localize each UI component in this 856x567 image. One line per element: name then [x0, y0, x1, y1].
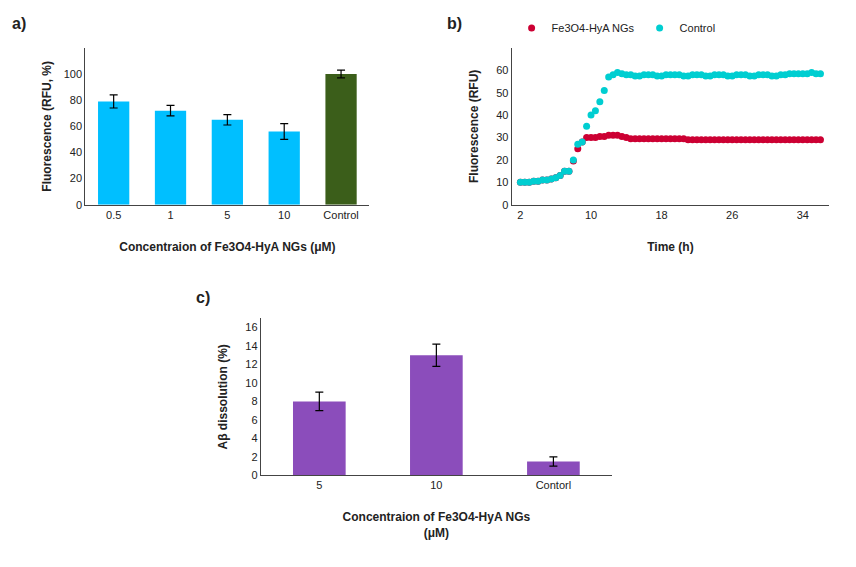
svg-text:8: 8 [251, 395, 257, 407]
svg-text:Control: Control [323, 209, 358, 221]
svg-text:Time (h): Time (h) [647, 240, 693, 254]
svg-text:b): b) [447, 15, 462, 32]
svg-text:40: 40 [70, 146, 82, 158]
svg-text:30: 30 [496, 131, 508, 143]
svg-text:c): c) [196, 289, 210, 306]
svg-text:2: 2 [517, 209, 523, 221]
svg-text:50: 50 [496, 87, 508, 99]
svg-text:40: 40 [496, 109, 508, 121]
svg-text:18: 18 [655, 209, 667, 221]
svg-text:20: 20 [70, 172, 82, 184]
svg-text:a): a) [12, 15, 26, 32]
svg-text:10: 10 [278, 209, 290, 221]
svg-text:1: 1 [167, 209, 173, 221]
svg-text:Fluorescence (RFU, %): Fluorescence (RFU, %) [40, 61, 54, 192]
svg-text:0: 0 [251, 469, 257, 481]
svg-text:10: 10 [585, 209, 597, 221]
svg-text:12: 12 [245, 358, 257, 370]
svg-text:Control: Control [680, 22, 715, 34]
svg-text:Concentraion of Fe3O4-HyA NGs: Concentraion of Fe3O4-HyA NGs (μM) [119, 240, 335, 254]
svg-text:Aβ dissolution (%): Aβ dissolution (%) [216, 344, 230, 449]
svg-text:16: 16 [245, 321, 257, 333]
svg-text:100: 100 [64, 68, 82, 80]
svg-text:80: 80 [70, 94, 82, 106]
svg-text:20: 20 [496, 154, 508, 166]
svg-text:34: 34 [797, 209, 809, 221]
svg-text:Fluorescence (RFU): Fluorescence (RFU) [467, 70, 481, 183]
svg-text:6: 6 [251, 414, 257, 426]
svg-text:60: 60 [496, 64, 508, 76]
svg-text:0: 0 [502, 199, 508, 211]
svg-text:10: 10 [496, 176, 508, 188]
svg-text:26: 26 [726, 209, 738, 221]
svg-text:0: 0 [76, 199, 82, 211]
svg-text:5: 5 [316, 479, 322, 491]
svg-text:Contorl: Contorl [536, 479, 571, 491]
svg-text:2: 2 [251, 451, 257, 463]
svg-text:14: 14 [245, 340, 257, 352]
svg-text:Fe3O4-HyA NGs: Fe3O4-HyA NGs [552, 22, 635, 34]
svg-text:10: 10 [245, 377, 257, 389]
svg-text:10: 10 [430, 479, 442, 491]
svg-text:Concentraion of Fe3O4-HyA NGs(: Concentraion of Fe3O4-HyA NGs(μM) [343, 510, 531, 540]
svg-text:4: 4 [251, 432, 257, 444]
svg-text:0.5: 0.5 [106, 209, 121, 221]
svg-text:5: 5 [224, 209, 230, 221]
svg-text:60: 60 [70, 120, 82, 132]
